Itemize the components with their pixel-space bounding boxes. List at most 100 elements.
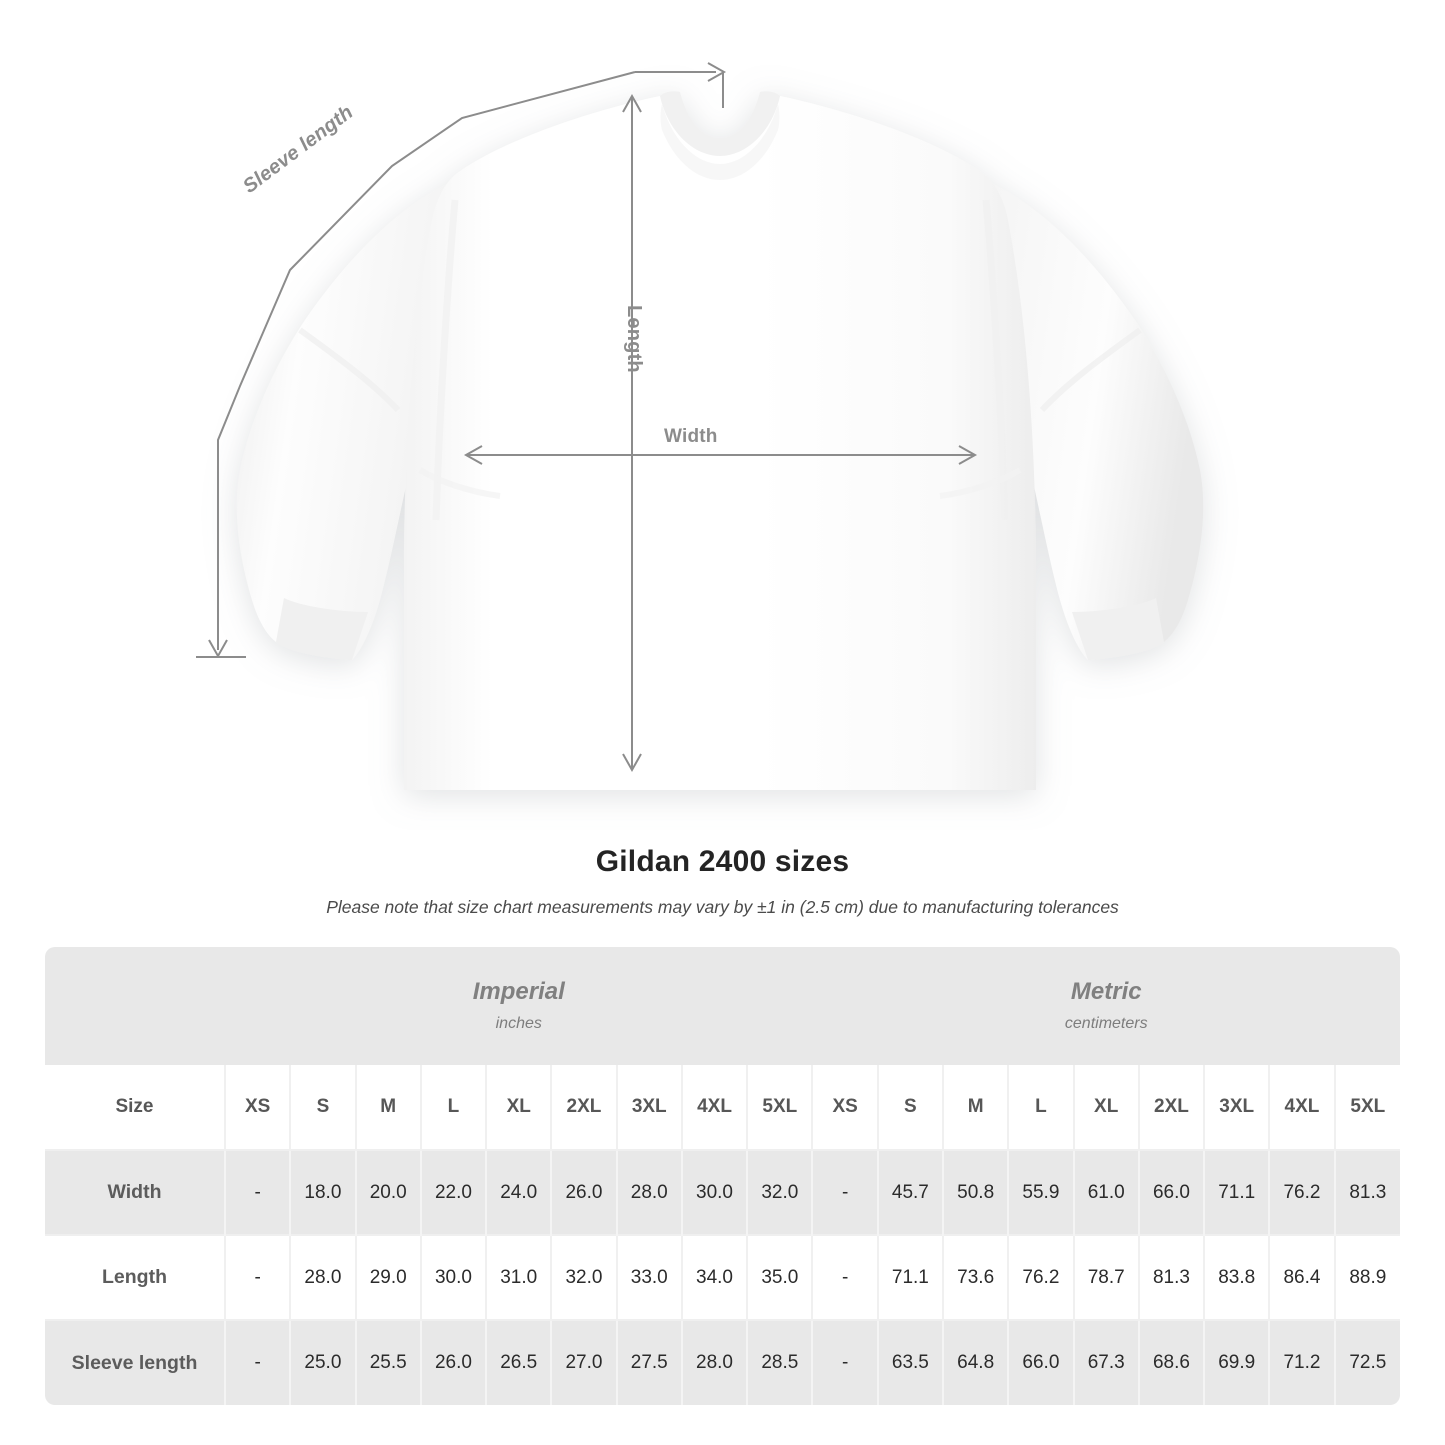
unit-header-imperial: Imperial inches [225,947,813,1065]
size-header-row: Size XS S M L XL 2XL 3XL 4XL 5XL XS S M L XL 2XL 3XL 4XL 5… [45,1065,1400,1150]
cell-imperial-2-6: 27.5 [616,1319,683,1405]
unit-name-metric: Metric [1070,978,1142,1006]
sleeve-length-line [217,71,636,650]
cell-imperial-0-4: 24.0 [486,1149,553,1235]
cell-imperial-1-0: - [225,1234,292,1320]
cell-metric-0-6: 71.1 [1204,1149,1271,1235]
size-header-metric-5: 2XL [1138,1065,1206,1150]
cell-metric-2-1: 63.5 [877,1319,945,1405]
cell-metric-1-1: 71.1 [877,1234,945,1320]
cell-metric-0-0: - [812,1149,879,1235]
tolerance-note: Please note that size chart measurements… [326,897,1119,917]
cell-imperial-2-7: 28.0 [681,1319,749,1405]
cell-imperial-0-3: 22.0 [420,1149,488,1235]
cell-imperial-0-0: - [225,1149,292,1235]
length-arrow-bottom [622,753,642,773]
cell-metric-2-8: 72.5 [1334,1319,1400,1405]
cell-metric-0-3: 55.9 [1008,1149,1075,1235]
cell-metric-2-6: 69.9 [1204,1319,1271,1405]
size-header-imperial-5: 2XL [551,1065,618,1150]
width-arrow-right [958,445,978,465]
cell-metric-2-0: - [812,1319,879,1405]
cell-metric-0-5: 66.0 [1138,1149,1206,1235]
cell-imperial-0-8: 32.0 [747,1149,814,1235]
size-header-imperial-8: 5XL [747,1065,814,1150]
size-header-metric-6: 3XL [1204,1065,1271,1150]
size-header-imperial-4: XL [486,1065,553,1150]
cell-imperial-0-6: 28.0 [616,1149,683,1235]
size-table: Imperial inches Metric centimeters Size XS S M L… [45,947,1400,1405]
cell-imperial-2-5: 27.0 [551,1319,618,1405]
cell-metric-0-1: 45.7 [877,1149,945,1235]
size-header-metric-8: 5XL [1334,1065,1400,1150]
size-header-imperial-1: S [290,1065,357,1150]
size-header-metric-4: XL [1073,1065,1140,1150]
size-header-metric-2: M [943,1065,1010,1150]
width-label: Width [664,426,718,447]
cell-imperial-2-1: 25.0 [290,1319,357,1405]
size-table-container: Imperial inches Metric centimeters Size XS S M L… [45,947,1400,1405]
cell-metric-1-8: 88.9 [1334,1234,1400,1320]
cell-imperial-2-2: 25.5 [355,1319,422,1405]
cell-metric-0-8: 81.3 [1334,1149,1400,1235]
cell-imperial-1-5: 32.0 [551,1234,618,1320]
cell-imperial-0-5: 26.0 [551,1149,618,1235]
cell-metric-2-4: 67.3 [1073,1319,1140,1405]
unit-sub-metric: centimeters [1064,1014,1148,1032]
cell-imperial-1-6: 33.0 [616,1234,683,1320]
unit-header-metric: Metric centimeters [812,947,1400,1065]
table-row: Length -28.0 29.0 30.0 31.0 32.0 33.0 34.0 35.0-… [45,1234,1400,1320]
width-arrow-left [463,445,483,465]
size-header-imperial-7: 4XL [681,1065,749,1150]
cell-metric-1-4: 78.7 [1073,1234,1140,1320]
table-row: Width -18.0 20.0 22.0 24.0 26.0 28.0 30.0 32.0-4… [45,1149,1400,1235]
cell-imperial-1-2: 29.0 [355,1234,422,1320]
cell-imperial-0-1: 18.0 [290,1149,357,1235]
size-header-metric-1: S [877,1065,945,1150]
cell-metric-0-7: 76.2 [1269,1149,1336,1235]
cell-metric-1-6: 83.8 [1204,1234,1271,1320]
garment-diagram: Sleeve length Length Width [196,62,1204,790]
cell-imperial-1-4: 31.0 [486,1234,553,1320]
measurement-lines [196,62,978,773]
unit-banner-spacer [45,947,226,1065]
cell-imperial-0-2: 20.0 [355,1149,422,1235]
table-row: Sleeve length -25.0 25.5 26.0 26.5 27.0 27.5 28… [45,1319,1400,1405]
cell-metric-1-7: 86.4 [1269,1234,1336,1320]
cell-metric-0-2: 50.8 [943,1149,1010,1235]
cell-metric-2-3: 66.0 [1008,1319,1075,1405]
column-header-size: Size [45,1065,227,1150]
cell-imperial-1-8: 35.0 [747,1234,814,1320]
size-header-imperial-6: 3XL [616,1065,683,1150]
page-title: Gildan 2400 sizes [595,845,850,878]
row-label-1: Length [45,1234,227,1320]
size-header-metric-7: 4XL [1269,1065,1336,1150]
cell-metric-2-7: 71.2 [1269,1319,1336,1405]
size-header-metric-3: L [1008,1065,1075,1150]
row-label-0: Width [45,1149,227,1235]
unit-sub-imperial: inches [495,1014,542,1032]
size-header-imperial-3: L [420,1065,488,1150]
garment-illustration [196,62,1204,790]
cell-imperial-2-0: - [225,1319,292,1405]
cell-imperial-0-7: 30.0 [681,1149,749,1235]
size-header-imperial-0: XS [225,1065,292,1150]
unit-name-imperial: Imperial [472,978,565,1006]
cell-imperial-1-7: 34.0 [681,1234,749,1320]
length-label: Length [623,305,645,373]
cell-imperial-2-3: 26.0 [420,1319,488,1405]
cell-metric-1-2: 73.6 [943,1234,1010,1320]
cell-imperial-1-3: 30.0 [420,1234,488,1320]
cell-imperial-2-4: 26.5 [486,1319,553,1405]
cell-metric-0-4: 61.0 [1073,1149,1140,1235]
sleeve-arrow-right [707,62,727,82]
size-header-imperial-2: M [355,1065,422,1150]
cell-metric-2-2: 64.8 [943,1319,1010,1405]
cell-imperial-1-1: 28.0 [290,1234,357,1320]
size-header-metric-0: XS [812,1065,879,1150]
sleeve-arrow-down [208,639,228,659]
shirt-silhouette [236,91,1204,790]
length-arrow-top [622,93,642,113]
title-block: Gildan 2400 sizes Please note that size … [0,845,1445,918]
